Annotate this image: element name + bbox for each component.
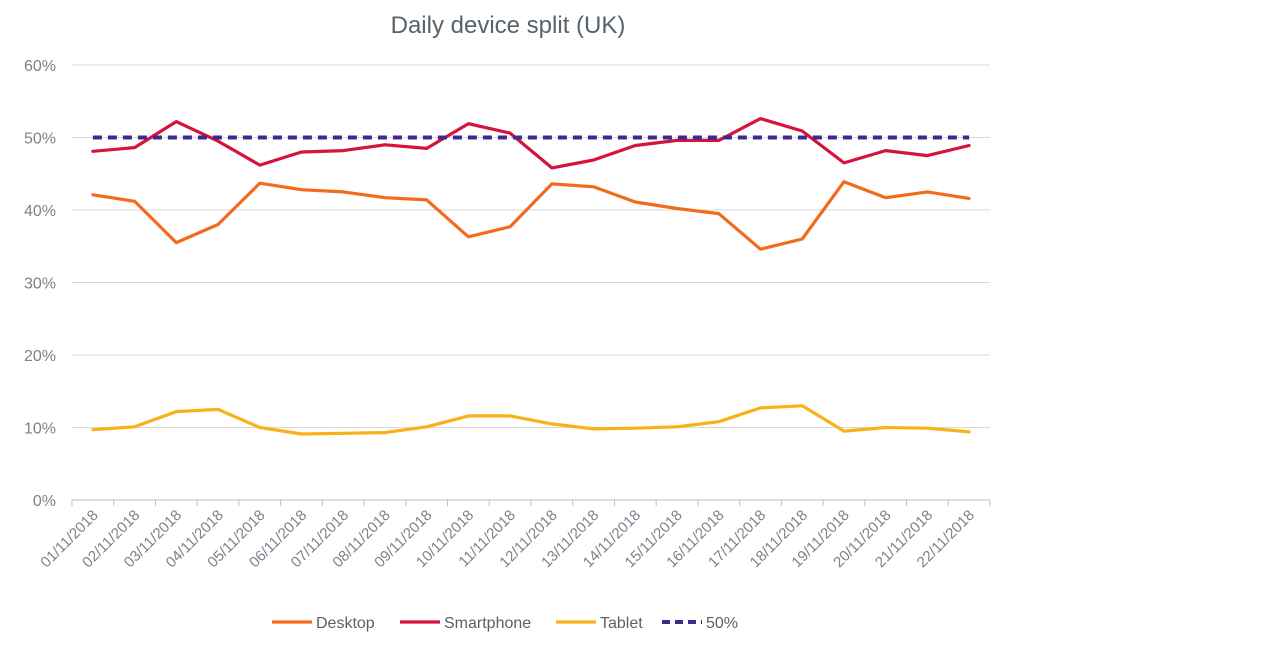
y-tick-label: 20% — [24, 348, 56, 365]
legend-label-smartphone: Smartphone — [444, 615, 531, 632]
series-line-tablet — [91, 404, 971, 436]
legend-label-desktop: Desktop — [316, 615, 375, 632]
x-axis-ticks: 01/11/201802/11/201803/11/201804/11/2018… — [37, 500, 991, 571]
y-axis-ticks: 0% 10% 20% 30% 40% 50% 60% — [24, 58, 56, 510]
legend-label-tablet: Tablet — [600, 615, 643, 632]
series-line-smartphone — [91, 116, 971, 170]
chart-title: Daily device split (UK) — [391, 12, 626, 39]
gridlines — [72, 64, 990, 501]
series-line-desktop — [91, 180, 971, 251]
y-tick-label: 50% — [24, 131, 56, 148]
y-tick-label: 10% — [24, 421, 56, 438]
legend: Desktop Smartphone Tablet 50% — [272, 615, 738, 632]
y-tick-label: 30% — [24, 276, 56, 293]
legend-label-50: 50% — [706, 615, 738, 632]
series-lines — [91, 116, 971, 436]
y-tick-label: 60% — [24, 58, 56, 75]
y-tick-label: 0% — [33, 493, 56, 510]
y-tick-label: 40% — [24, 203, 56, 220]
